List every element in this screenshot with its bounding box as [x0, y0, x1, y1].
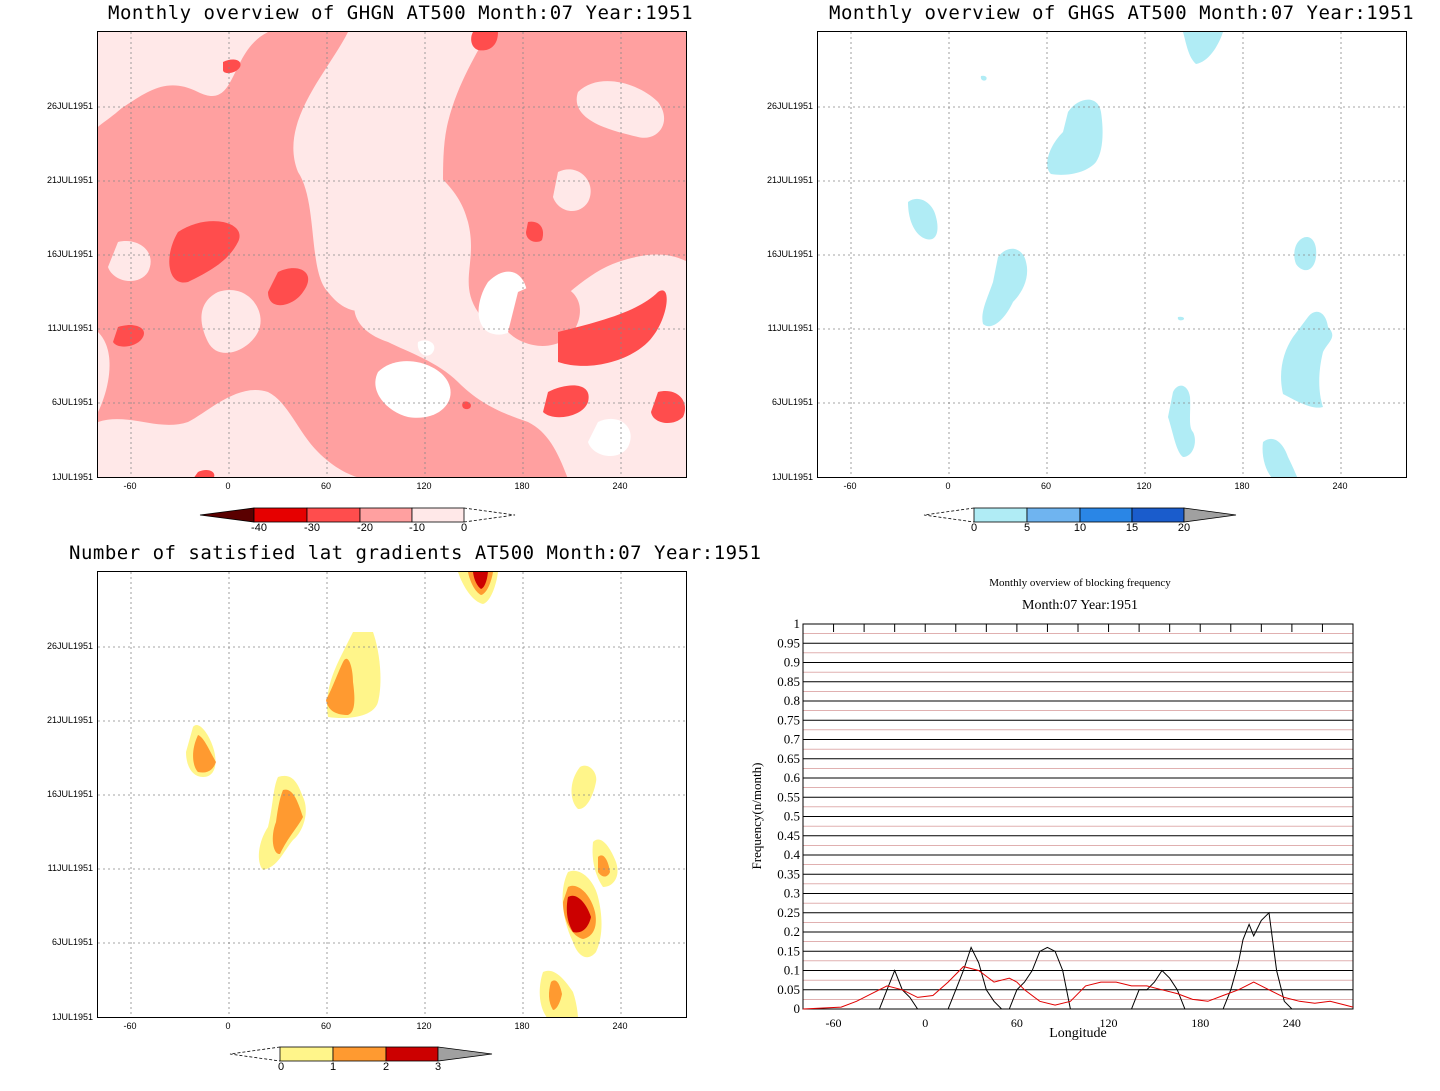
gradients-xtick: 0: [225, 1021, 231, 1031]
frequency-title: Monthly overview of blocking frequency: [989, 577, 1171, 589]
ghgn-grid: [98, 32, 686, 477]
frequency-ytick: 0.95: [777, 635, 800, 650]
ghgs-colorbar-label: 0: [970, 522, 978, 534]
gradients-colorbar-label: 3: [434, 1061, 442, 1073]
frequency-ytick: 0.75: [777, 712, 800, 727]
frequency-ytick: 0.35: [777, 866, 800, 881]
ghgs-ytick: 11JUL1951: [767, 323, 813, 333]
frequency-xtick: 240: [1283, 1016, 1301, 1030]
ghgs-heatmap: [908, 32, 1333, 477]
ghgs-colorbar-label: 10: [1073, 522, 1087, 534]
ghgs-xtick: 180: [1234, 481, 1250, 491]
ghgs-plot: [817, 31, 1407, 478]
ghgn-xtick: 240: [612, 481, 628, 491]
frequency-ytick: 1: [794, 616, 801, 631]
ghgs-ytick: 1JUL1951: [771, 472, 813, 482]
ghgs-xtick: -60: [843, 481, 857, 491]
frequency-xlabel: Longitude: [1049, 1026, 1107, 1041]
gradients-heatmap: [186, 572, 618, 1017]
gradients-xtick: 180: [514, 1021, 530, 1031]
frequency-ytick: 0.15: [777, 943, 800, 958]
frequency-ytick: 0.6: [784, 770, 801, 785]
gradients-grid: [98, 572, 686, 1017]
ghgn-xtick: 180: [514, 481, 530, 491]
gradients-colorbar-label: 1: [329, 1061, 337, 1073]
gradients-xtick: 120: [416, 1021, 432, 1031]
frequency-chart: 1 0.95 0.9 0.85 0.8 0.75 0.7 0.65 0.6 0.55 0.5 0.45…: [777, 616, 1354, 1030]
ghgn-colorbar: [199, 507, 516, 523]
ghgn-ytick: 26JUL1951: [46, 101, 93, 111]
ghgn-heatmap: [98, 32, 686, 477]
frequency-series-line: [802, 966, 1354, 1010]
ghgn-colorbar-label: 0: [460, 522, 468, 534]
ghgn-plot: [97, 31, 687, 478]
ghgn-colorbar-label: -10: [409, 522, 425, 534]
ghgn-title: Monthly overview of GHGN AT500 Month:07 …: [108, 2, 694, 24]
ghgs-colorbar-label: 15: [1125, 522, 1139, 534]
gradients-colorbar-label: 0: [277, 1061, 285, 1073]
ghgs-colorbar-label: 5: [1023, 522, 1031, 534]
ghgs-ytick: 16JUL1951: [766, 249, 813, 259]
frequency-ytick: 0.45: [777, 828, 800, 843]
ghgn-colorbar-label: -30: [304, 522, 320, 534]
frequency-xtick: -60: [826, 1016, 842, 1030]
ghgs-ytick: 6JUL1951: [771, 397, 813, 407]
gradients-colorbar: [229, 1046, 493, 1062]
frequency-ytick: 0.55: [777, 789, 800, 804]
gradients-ytick: 16JUL1951: [46, 789, 93, 799]
frequency-ytick: 0.5: [784, 809, 800, 824]
ghgs-ytick: 26JUL1951: [766, 101, 813, 111]
ghgn-xtick: 120: [416, 481, 432, 491]
frequency-xtick: 60: [1011, 1016, 1023, 1030]
ghgn-ytick: 11JUL1951: [47, 323, 93, 333]
ghgs-colorbar-label: 20: [1177, 522, 1191, 534]
ghgs-xtick: 240: [1332, 481, 1348, 491]
frequency-subtitle: Month:07 Year:1951: [1022, 598, 1138, 613]
frequency-ytick: 0.1: [784, 963, 800, 978]
frequency-xtick: 0: [922, 1016, 928, 1030]
gradients-xtick: 60: [320, 1021, 331, 1031]
frequency-ytick: 0.7: [784, 732, 801, 747]
gradients-xtick: 240: [612, 1021, 628, 1031]
gradients-ytick: 6JUL1951: [51, 937, 93, 947]
ghgn-ytick: 6JUL1951: [51, 397, 93, 407]
ghgn-xtick: 0: [225, 481, 231, 491]
frequency-ytick: 0.85: [777, 674, 800, 689]
frequency-ytick: 0.4: [784, 847, 801, 862]
ghgn-colorbar-label: -20: [357, 522, 373, 534]
ghgn-ytick: 16JUL1951: [46, 249, 93, 259]
frequency-ytick: 0.05: [777, 982, 800, 997]
gradients-colorbar-label: 2: [382, 1061, 390, 1073]
ghgs-ytick: 21JUL1951: [766, 175, 813, 185]
frequency-ytick: 0.8: [784, 693, 800, 708]
ghgn-ytick: 21JUL1951: [46, 175, 93, 185]
frequency-xtick: 120: [1100, 1016, 1118, 1030]
frequency-xtick: 180: [1191, 1016, 1209, 1030]
gradients-xtick: -60: [123, 1021, 137, 1031]
ghgn-xtick: 60: [320, 481, 331, 491]
frequency-ytick: 0.9: [784, 655, 800, 670]
ghgs-xtick: 120: [1136, 481, 1152, 491]
gradients-ytick: 1JUL1951: [51, 1012, 93, 1022]
ghgs-grid: [818, 32, 1406, 477]
frequency-ytick: 0.2: [784, 924, 800, 939]
gradients-ytick: 21JUL1951: [46, 715, 93, 725]
ghgs-title: Monthly overview of GHGS AT500 Month:07 …: [829, 2, 1415, 24]
frequency-ytick: 0.3: [784, 886, 800, 901]
ghgn-xtick: -60: [123, 481, 137, 491]
frequency-series-line: [803, 911, 1353, 1010]
ghgn-ytick: 1JUL1951: [51, 472, 93, 482]
gradients-plot: [97, 571, 687, 1018]
ghgs-colorbar: [923, 507, 1237, 523]
gradients-ytick: 26JUL1951: [46, 641, 93, 651]
gradients-title: Number of satisfied lat gradients AT500 …: [69, 542, 762, 564]
frequency-ylabel: Frequency(n/month): [749, 762, 764, 870]
frequency-ytick: 0.65: [777, 751, 800, 766]
frequency-ytick: 0.25: [777, 905, 800, 920]
ghgs-xtick: 60: [1040, 481, 1051, 491]
ghgn-colorbar-label: -40: [251, 522, 267, 534]
gradients-ytick: 11JUL1951: [47, 863, 93, 873]
ghgs-xtick: 0: [945, 481, 951, 491]
frequency-ytick: 0: [794, 1001, 801, 1016]
